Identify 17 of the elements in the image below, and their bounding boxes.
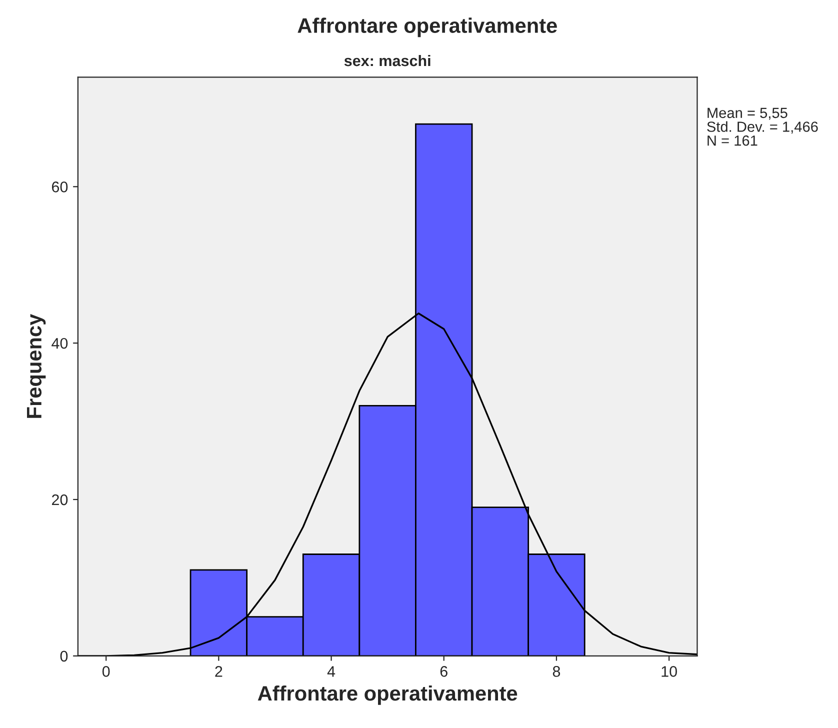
- y-axis-title: Frequency: [27, 314, 46, 418]
- x-axis-title: Affrontare operativamente: [258, 685, 518, 705]
- y-tick-label: 60: [52, 182, 68, 192]
- chart-title: Affrontare operativamente: [298, 18, 557, 38]
- text: Std. Dev. = 1,466: [707, 121, 818, 134]
- y-tick-label: 0: [60, 650, 68, 662]
- x-tick-label: 10: [662, 666, 677, 677]
- text: N = 161: [708, 135, 758, 146]
- x-tick-label: 2: [215, 666, 222, 677]
- x-tick-label: 6: [440, 666, 448, 677]
- y-tick-label: 20: [52, 494, 68, 506]
- y-tick-label: 40: [52, 338, 68, 349]
- x-tick-label: 0: [102, 666, 110, 677]
- x-tick-label: 4: [327, 666, 336, 677]
- x-tick-label: 8: [552, 666, 560, 677]
- text: Mean = 5,55: [708, 108, 788, 120]
- chart-subtitle: sex: maschi: [344, 54, 430, 66]
